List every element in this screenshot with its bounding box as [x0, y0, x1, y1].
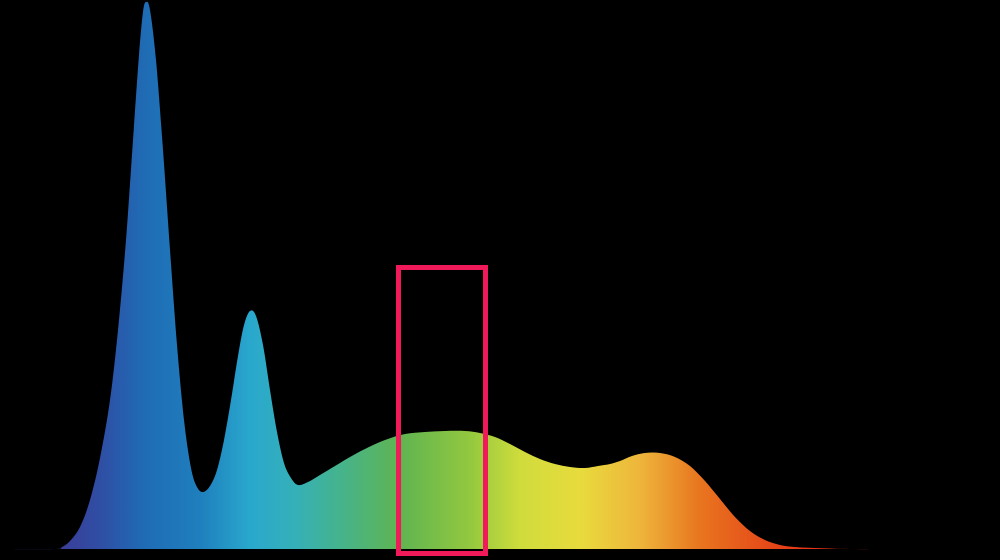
selection-rectangle[interactable]: [396, 265, 488, 556]
